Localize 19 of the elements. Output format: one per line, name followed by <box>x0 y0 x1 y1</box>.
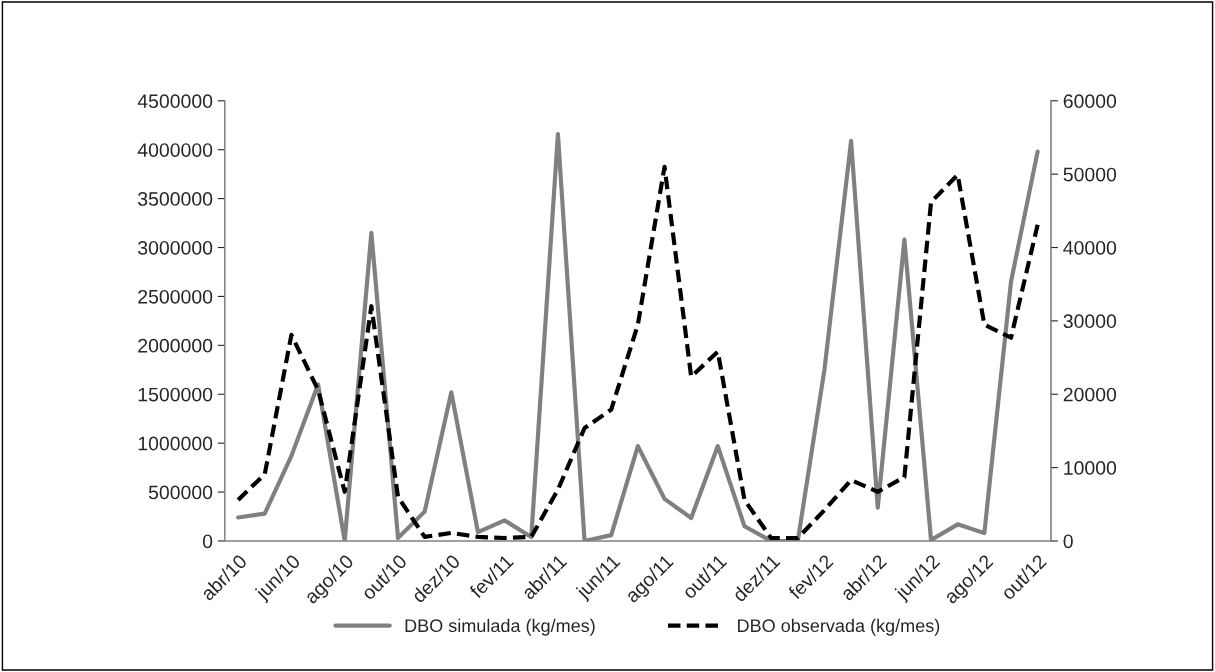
y-tick-label: 2500000 <box>138 289 213 304</box>
y2-tick-label: 0 <box>1063 534 1073 549</box>
y2-tick-label: 40000 <box>1063 240 1117 255</box>
legend-label: DBO observada (kg/mes) <box>738 618 940 636</box>
y2-tick-label: 50000 <box>1063 167 1117 182</box>
y-tick-label: 500000 <box>148 485 213 500</box>
y-tick-label: 3500000 <box>138 192 213 206</box>
y-tick-label: 4500000 <box>137 94 213 109</box>
y-tick-label: 2000000 <box>138 338 213 353</box>
y2-tick-label: 20000 <box>1063 387 1117 402</box>
legend-label: DBO simulada (kg/mes) <box>405 618 595 636</box>
y-tick-label: 1000000 <box>138 436 213 451</box>
y2-tick-label: 10000 <box>1064 461 1117 475</box>
y-tick-label: 4000000 <box>137 143 213 157</box>
y-tick-label: 1500000 <box>138 387 213 402</box>
y2-tick-label: 30000 <box>1063 314 1117 329</box>
y-tick-label: 3000000 <box>138 240 213 255</box>
y2-tick-label: 60000 <box>1063 94 1117 109</box>
y-tick-label: 0 <box>202 534 213 549</box>
